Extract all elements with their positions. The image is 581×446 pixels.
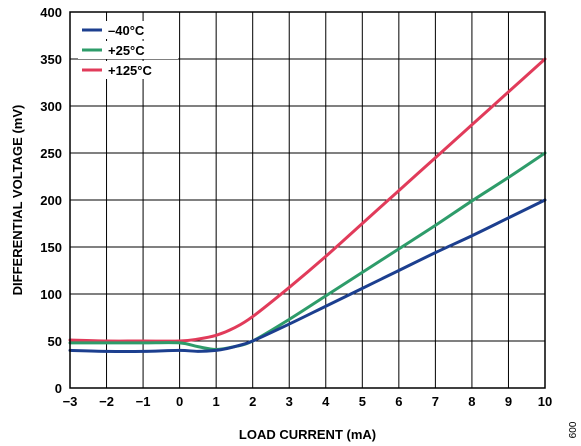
legend-item: –40°C xyxy=(78,21,178,39)
y-tick-label: 250 xyxy=(40,146,62,161)
y-tick-label: 50 xyxy=(48,334,62,349)
x-tick-label: 3 xyxy=(286,394,293,409)
x-tick-label: −3 xyxy=(63,394,78,409)
figure-id: 009 xyxy=(566,422,577,439)
legend-label: –40°C xyxy=(108,23,145,38)
x-tick-label: 8 xyxy=(468,394,475,409)
y-tick-label: 150 xyxy=(40,240,62,255)
x-tick-label: −2 xyxy=(99,394,114,409)
y-tick-label: 300 xyxy=(40,99,62,114)
y-tick-label: 100 xyxy=(40,287,62,302)
x-tick-label: 4 xyxy=(322,394,330,409)
x-tick-label: 6 xyxy=(395,394,402,409)
y-tick-label: 0 xyxy=(55,381,62,396)
x-tick-label: 1 xyxy=(213,394,220,409)
series-group xyxy=(68,57,547,353)
x-tick-label: −1 xyxy=(136,394,151,409)
y-axis-label: DIFFERENTIAL VOLTAGE (mV) xyxy=(10,105,25,296)
x-tick-label: 7 xyxy=(432,394,439,409)
legend-item-background xyxy=(78,41,178,59)
y-tick-label: 400 xyxy=(40,5,62,20)
x-tick-label: 0 xyxy=(176,394,183,409)
legend-label: +125°C xyxy=(108,63,152,78)
legend-item-background xyxy=(78,21,178,39)
series-line-25-c xyxy=(68,151,547,351)
legend: –40°C +25°C +125°C xyxy=(78,21,178,79)
legend-item-background xyxy=(78,61,178,79)
y-tick-label: 350 xyxy=(40,52,62,67)
series-line-125-c xyxy=(68,57,547,343)
x-tick-label: 5 xyxy=(359,394,366,409)
x-axis-label: LOAD CURRENT (mA) xyxy=(239,427,376,442)
x-tick-label: 9 xyxy=(505,394,512,409)
y-tick-labels: 0 50 100 150 200 250 300 350 400 xyxy=(40,5,62,396)
series-line-40-c xyxy=(68,198,547,353)
legend-item: +25°C xyxy=(78,41,178,59)
x-tick-label: 2 xyxy=(249,394,256,409)
plot-frame xyxy=(69,11,546,389)
x-tick-labels: −3 −2 −1 0 1 2 3 4 5 6 7 8 9 10 xyxy=(63,394,553,409)
legend-item: +125°C xyxy=(78,61,178,79)
x-tick-label: 10 xyxy=(538,394,552,409)
y-tick-label: 200 xyxy=(40,193,62,208)
legend-label: +25°C xyxy=(108,43,145,58)
